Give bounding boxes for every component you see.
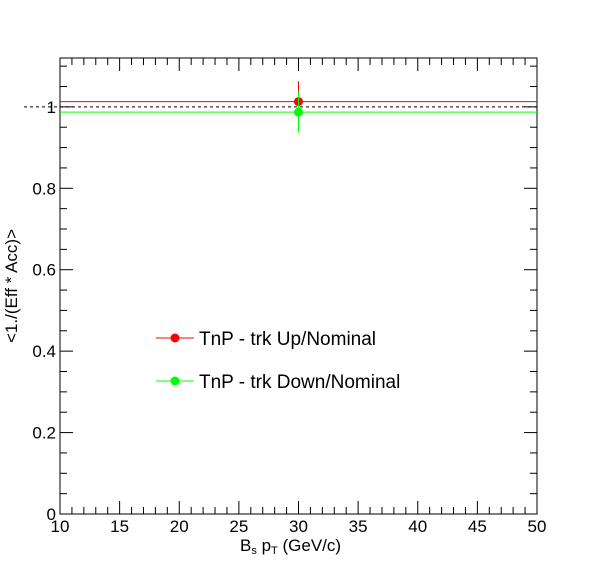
y-axis-label: <1./(Eff * Acc)> xyxy=(2,229,21,343)
x-tick-label: 20 xyxy=(170,517,189,536)
axis-ticks xyxy=(59,58,538,515)
x-tick-label: 15 xyxy=(110,517,129,536)
data-series xyxy=(60,81,537,133)
x-tick-label: 45 xyxy=(468,517,487,536)
y-tick-label: 0 xyxy=(47,505,56,524)
data-point xyxy=(294,107,303,117)
legend: TnP - trk Up/Nominal TnP - trk Down/Nomin… xyxy=(156,329,400,393)
y-tick-label: 0.6 xyxy=(32,261,56,280)
x-tick-label: 40 xyxy=(408,517,427,536)
y-tick-label: 0.4 xyxy=(32,342,56,361)
x-tick-label: 10 xyxy=(51,517,70,536)
x-tick-label: 35 xyxy=(349,517,368,536)
x-axis-label: Bs pT (GeV/c) xyxy=(240,536,341,557)
x-axis-label-sub2: T xyxy=(271,545,278,557)
legend-marker xyxy=(170,333,180,343)
y-tick-label: 1 xyxy=(47,98,56,117)
legend-label: TnP - trk Down/Nominal xyxy=(199,372,400,393)
x-axis-label-mid: p xyxy=(257,536,271,555)
legend-marker xyxy=(170,376,180,386)
x-tick-label: 25 xyxy=(229,517,248,536)
y-tick-label: 0.8 xyxy=(32,179,56,198)
x-axis-label-tail: (GeV/c) xyxy=(278,536,341,555)
legend-label: TnP - trk Up/Nominal xyxy=(199,329,376,350)
axis-tick-labels: 10 15 20 25 30 35 40 45 50 0 0.2 0.4 0.6 0.8 1 xyxy=(32,98,546,536)
x-axis-label-main: B xyxy=(240,536,251,555)
x-axis-label-sub1: s xyxy=(251,545,257,557)
y-tick-label: 0.2 xyxy=(32,424,56,443)
x-tick-label: 30 xyxy=(289,517,308,536)
x-tick-label: 50 xyxy=(528,517,547,536)
